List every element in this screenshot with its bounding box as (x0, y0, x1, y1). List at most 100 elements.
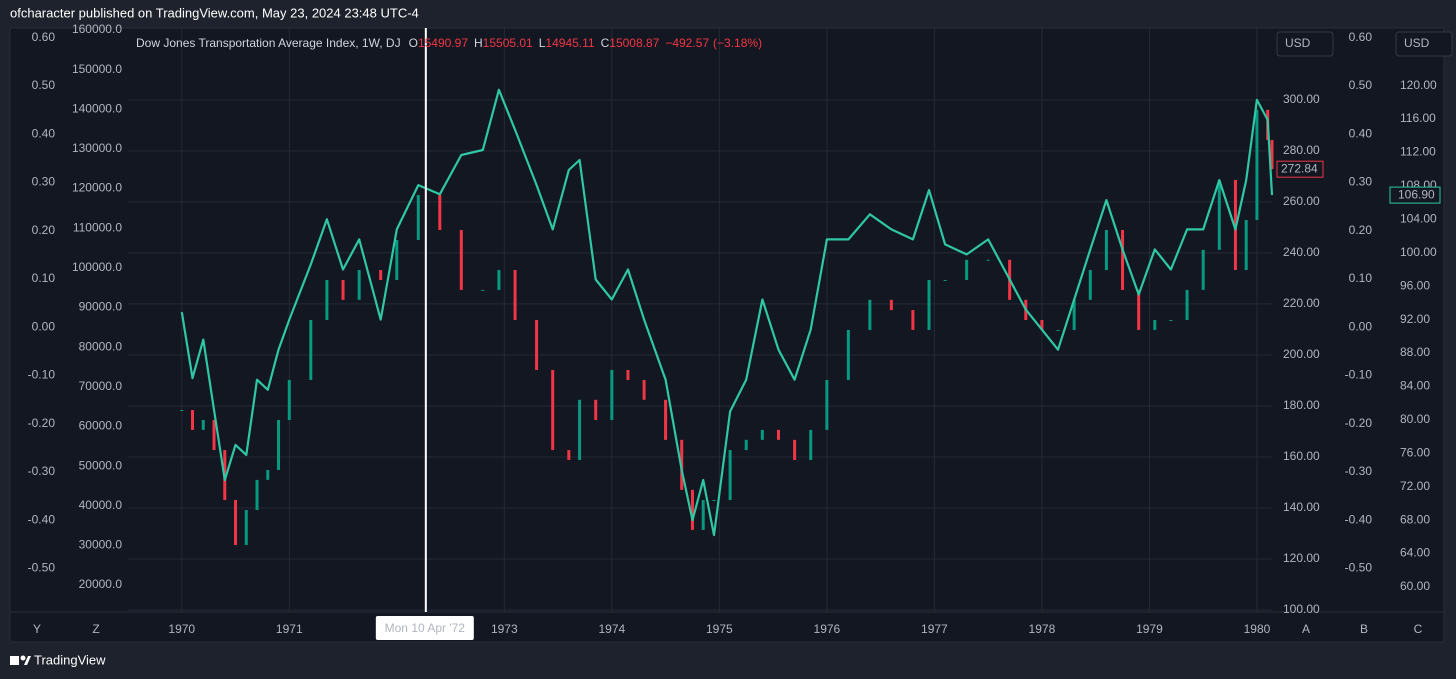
y-tick-label: 160.00 (1283, 449, 1320, 463)
y-tick-label: 300.00 (1283, 92, 1320, 106)
candle (690, 489, 694, 530)
candle (535, 320, 539, 370)
y-tick-label: 110000.0 (73, 220, 122, 234)
candle (287, 379, 291, 420)
y-tick-label: 116.00 (1400, 111, 1436, 125)
candle (986, 259, 990, 261)
y-tick-label: -0.10 (28, 368, 56, 382)
candle (1255, 109, 1259, 221)
y-tick-label: 92.00 (1400, 312, 1430, 326)
candle (212, 419, 216, 451)
candle (1153, 320, 1157, 330)
y-tick-label: 60000.0 (79, 419, 123, 433)
toolbar-button[interactable]: Y (33, 622, 41, 636)
candle (1056, 329, 1060, 331)
candle (341, 279, 345, 300)
y-tick-label: 90000.0 (79, 300, 123, 314)
y-tick-label: 88.00 (1400, 345, 1430, 359)
y-tick-label: 96.00 (1400, 278, 1430, 292)
candle (255, 479, 259, 510)
crosshair-label: Mon 10 Apr '72 (385, 621, 466, 635)
y-tick-label: 120.00 (1283, 551, 1320, 565)
x-tick-label: 1974 (598, 622, 625, 636)
toolbar-button[interactable]: A (1302, 622, 1310, 636)
line (180, 88, 1274, 537)
y-tick-label: 0.40 (32, 126, 56, 140)
candle (927, 279, 931, 330)
last-price-badge (1276, 160, 1324, 178)
y-tick-label: 70000.0 (79, 379, 123, 393)
y-tick-label: -0.20 (28, 416, 56, 430)
y-tick-label: 0.50 (1349, 78, 1373, 92)
y-tick-label: 120.00 (1400, 78, 1437, 92)
candle (266, 469, 270, 480)
legend-item: 15505.01 (483, 36, 533, 50)
legend-item: Dow Jones Transportation Average Index, … (136, 36, 401, 50)
y-tick-label: 260.00 (1283, 194, 1320, 208)
y-tick-label: 64.00 (1400, 546, 1430, 560)
candle (1104, 229, 1108, 271)
candle (664, 399, 668, 440)
y-tick-label: -0.30 (28, 464, 56, 478)
y-tick-label: 0.10 (32, 271, 56, 285)
y-tick-label: -0.50 (1345, 561, 1373, 575)
toolbar-button[interactable]: B (1360, 622, 1368, 636)
y-tick-label: 30000.0 (79, 538, 123, 552)
last-price: 272.84 (1281, 161, 1318, 175)
candle (943, 279, 947, 281)
crosshair-badge (375, 616, 474, 640)
y-tick-label: 0.00 (32, 319, 56, 333)
y-tick-label: 240.00 (1283, 245, 1320, 259)
y-tick-label: -0.40 (28, 512, 56, 526)
y-tick-label: 0.20 (1349, 223, 1373, 237)
currency: USD (1285, 36, 1311, 50)
y-tick-label: -0.10 (1345, 368, 1373, 382)
y-tick-label: -0.30 (1345, 464, 1373, 478)
toolbar-button[interactable]: Z (92, 622, 99, 636)
y-tick-label: 0.40 (1349, 126, 1373, 140)
candle (642, 379, 646, 400)
y-tick-label: 120000.0 (72, 181, 122, 195)
candle (889, 299, 893, 311)
x-tick-label: 1979 (1136, 622, 1163, 636)
candle (760, 429, 764, 440)
y-tick-label: 50000.0 (79, 458, 123, 472)
legend-item: −492.57 (665, 36, 709, 50)
candle (1040, 320, 1044, 330)
candle (481, 289, 485, 291)
candle (277, 419, 281, 470)
legend-item: 15008.87 (609, 36, 659, 50)
candle (1201, 249, 1205, 290)
last-value: 106.90 (1398, 187, 1435, 201)
y-tick-label: 130000.0 (72, 141, 122, 155)
candle (379, 270, 383, 280)
y-tick-label: 160000.0 (72, 22, 122, 36)
toolbar-button[interactable]: C (1414, 622, 1423, 636)
candle (1270, 139, 1274, 170)
candle (744, 439, 748, 451)
candle (1185, 289, 1189, 320)
currency: USD (1404, 36, 1430, 50)
y-tick-label: -0.20 (1345, 416, 1373, 430)
candle (551, 369, 555, 451)
legend-item: O (409, 36, 418, 50)
y-tick-label: 140000.0 (72, 101, 122, 115)
y-tick-label: 0.60 (32, 30, 56, 44)
candle (610, 369, 614, 420)
legend-item: (−3.18%) (713, 36, 762, 50)
x-tick-label: 1973 (491, 622, 518, 636)
candle (1072, 299, 1076, 330)
candle (1137, 289, 1141, 330)
footer-logo (10, 655, 31, 665)
x-tick-label: 1980 (1244, 622, 1271, 636)
candle (395, 239, 399, 280)
candle (1244, 220, 1248, 271)
legend-item: C (601, 36, 610, 50)
y-tick-label: 112.00 (1400, 145, 1436, 159)
candle (793, 439, 797, 461)
y-tick-label: 100.00 (1400, 245, 1437, 259)
y-tick-label: 140.00 (1283, 500, 1320, 514)
candle (1169, 320, 1173, 321)
y-tick-label: 60.00 (1400, 579, 1430, 593)
x-tick-label: 1977 (921, 622, 948, 636)
